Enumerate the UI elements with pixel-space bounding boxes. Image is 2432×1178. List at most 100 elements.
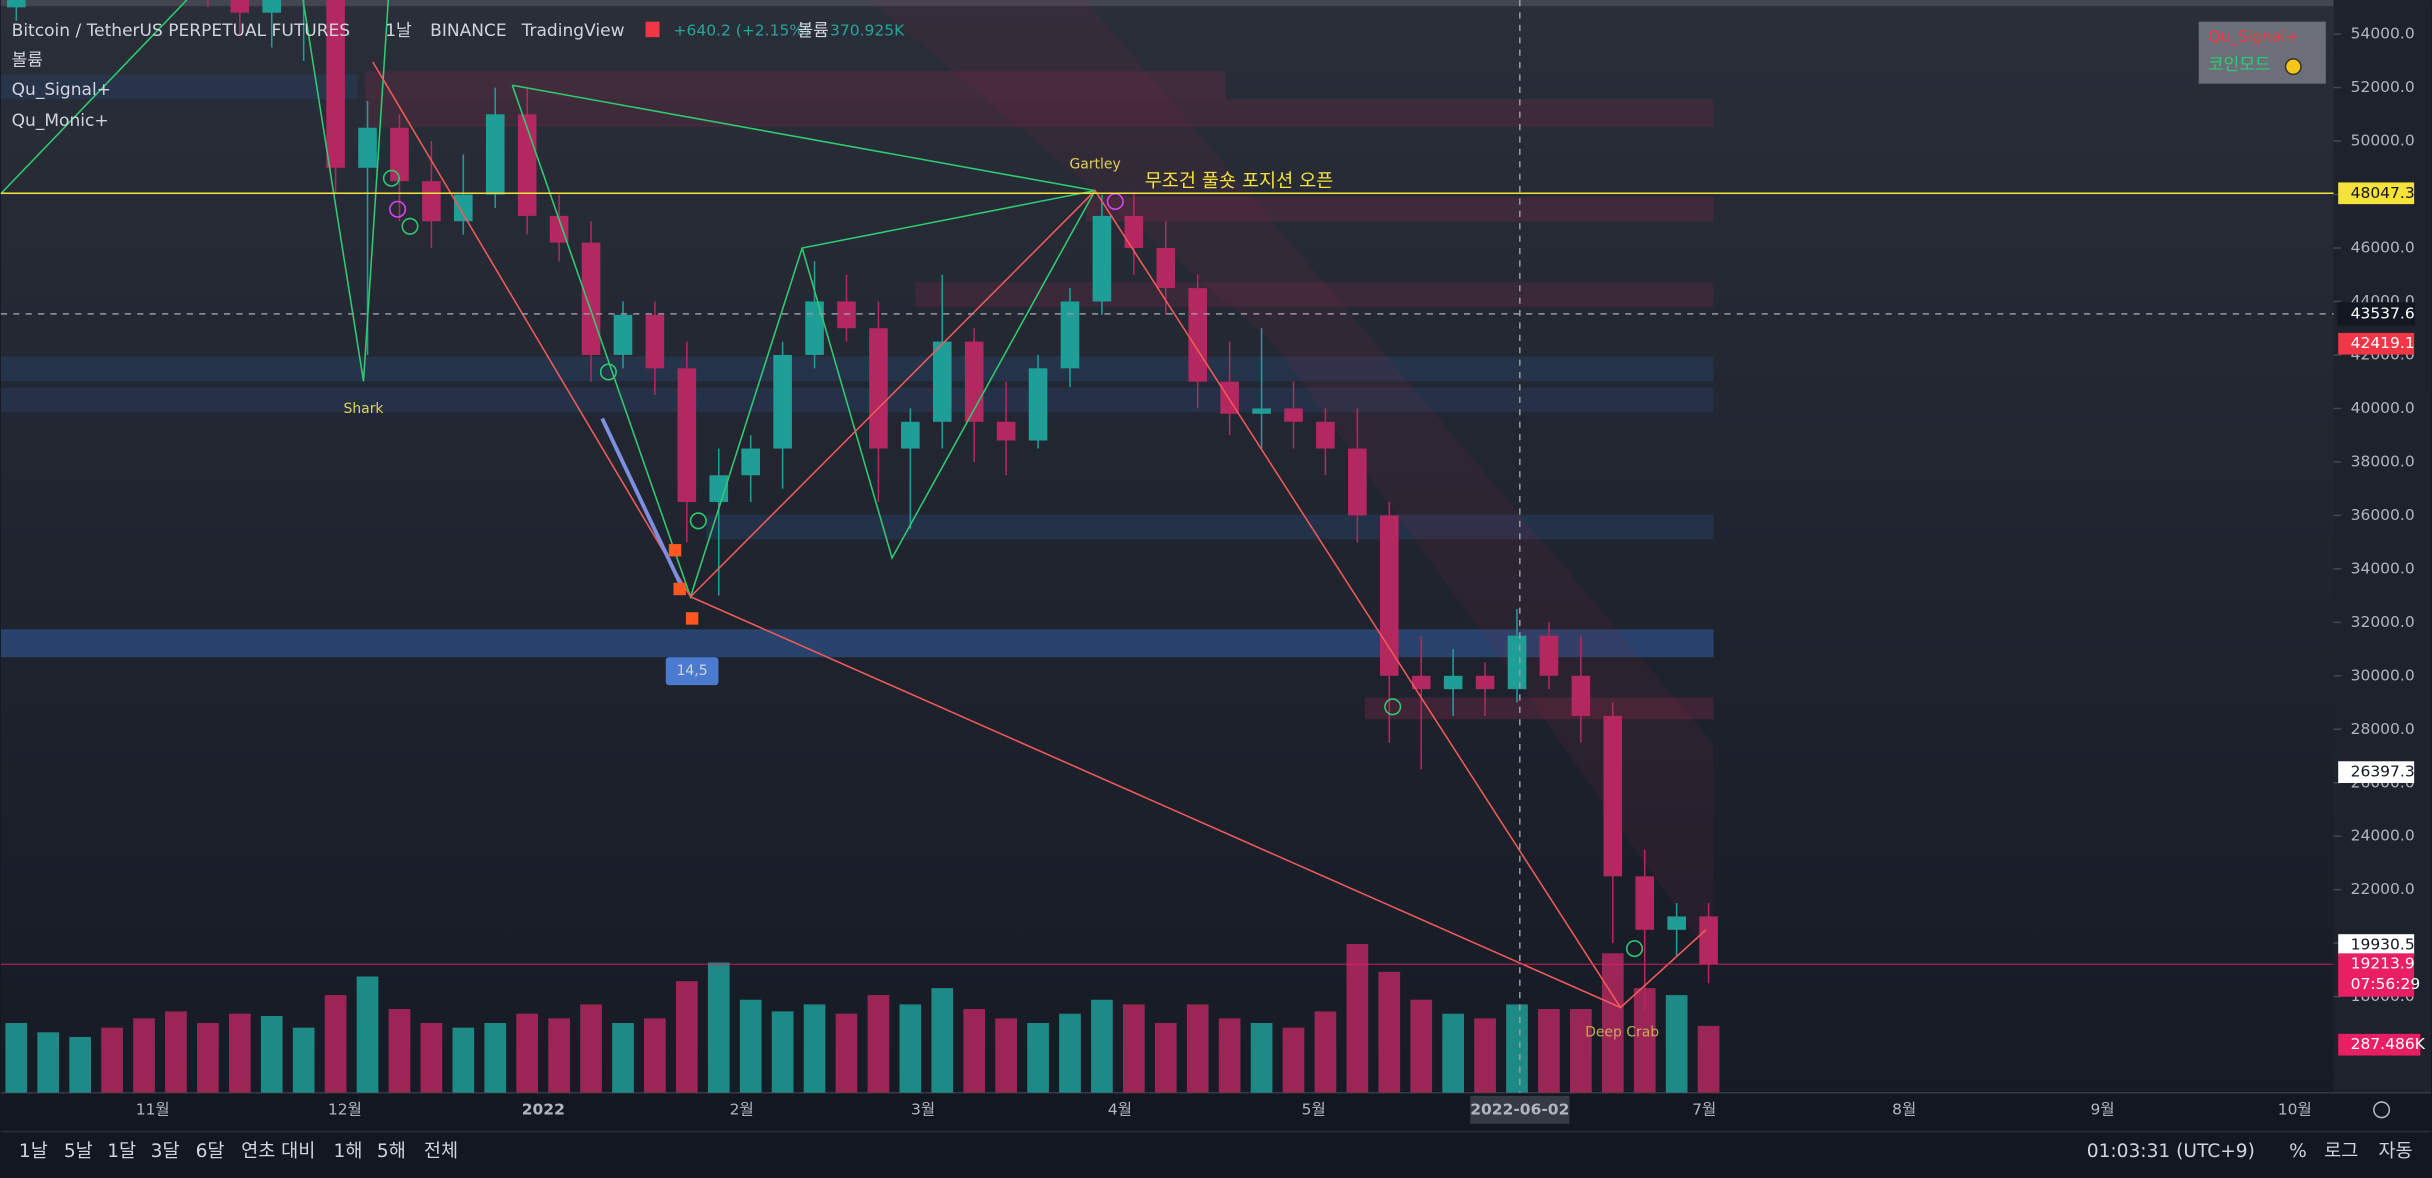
- x-tick-label: 3월: [911, 1100, 935, 1118]
- volume-bar: [963, 1009, 986, 1093]
- candle-body: [996, 421, 1016, 441]
- candle-body: [1443, 675, 1463, 690]
- candle-body: [677, 368, 697, 503]
- indicator: Qu_Signal+: [12, 80, 111, 100]
- crosshair-date-bg: [1470, 1095, 1570, 1124]
- candle-body: [837, 301, 856, 329]
- x-tick-label: 8월: [1892, 1100, 1916, 1118]
- pattern-line: [372, 61, 1707, 1009]
- percent-toggle[interactable]: %: [2289, 1141, 2307, 1162]
- range-button[interactable]: 1날: [19, 1141, 48, 1162]
- volume-bar: [1506, 1004, 1528, 1093]
- zone: [365, 99, 1714, 128]
- volume-bar: [803, 1004, 826, 1093]
- y-tick-label: 28000.0: [2351, 720, 2415, 738]
- signal: [382, 169, 400, 187]
- y-tick-label: 22000.0: [2351, 880, 2415, 898]
- range-button[interactable]: 5해: [377, 1141, 406, 1162]
- volume-bar: [1282, 1027, 1305, 1093]
- candle-body: [1348, 448, 1367, 516]
- volume-bar: [69, 1036, 92, 1093]
- candle-body: [326, 0, 345, 168]
- candle-body: [1316, 421, 1335, 449]
- volume-bar: [1633, 988, 1656, 1093]
- range-button[interactable]: 1해: [334, 1141, 363, 1162]
- patterns: [0, 0, 1707, 1093]
- candle-body: [869, 328, 888, 449]
- volume-bar: [5, 1023, 28, 1093]
- zone: [0, 629, 1714, 658]
- volume-bar: [1570, 1009, 1592, 1093]
- candle-body: [1571, 675, 1591, 716]
- range-button[interactable]: 전체: [424, 1141, 458, 1162]
- price-badge: [2338, 761, 2415, 783]
- volume-bar: [1250, 1023, 1273, 1093]
- x-tick-label: 9월: [2091, 1100, 2115, 1118]
- y-tick-label: 34000.0: [2351, 559, 2415, 577]
- marker: [668, 544, 682, 557]
- volume-bar: [292, 1027, 315, 1093]
- volume-bar: [899, 1004, 922, 1093]
- volume-bar: [356, 976, 379, 1093]
- price-badge: [2338, 182, 2415, 205]
- overlay: 18000.020000.022000.024000.026000.028000…: [0, 25, 2426, 1124]
- candle-body: [1475, 675, 1495, 690]
- zone: [0, 74, 358, 100]
- price-badge: [2338, 332, 2415, 355]
- candle-body: [262, 0, 282, 13]
- range-button[interactable]: 연초 대비: [241, 1141, 315, 1162]
- volume-bar: [707, 962, 730, 1093]
- symbol: Bitcoin / TetherUS PERPETUAL FUTURES: [12, 21, 350, 41]
- candle-body: [390, 127, 409, 182]
- range-button[interactable]: 5날: [64, 1141, 93, 1162]
- countdown: 07:56:29: [2351, 975, 2421, 993]
- volume-bar: [1059, 1013, 1081, 1093]
- y-tick-label: 40000.0: [2351, 399, 2415, 417]
- pattern-label: Shark: [343, 401, 384, 417]
- candle-body: [1124, 215, 1144, 248]
- signal: [599, 363, 617, 381]
- candle-body: [454, 194, 473, 222]
- zone: [1364, 697, 1714, 720]
- volume-bar: [228, 1013, 251, 1093]
- volume-bar: [1123, 1004, 1145, 1093]
- volume-bar: [37, 1032, 60, 1093]
- candle-body: [805, 301, 824, 355]
- mode-dot: [2284, 58, 2302, 76]
- y-tick-label: 54000.0: [2351, 25, 2415, 43]
- settings-icon[interactable]: [2373, 1101, 2391, 1119]
- pattern-label: Gartley: [1069, 156, 1120, 172]
- zone: [706, 514, 1714, 540]
- signal: [1384, 698, 1402, 716]
- volume-bar: [675, 981, 698, 1093]
- volume-bar: [1442, 1013, 1464, 1093]
- signal: [389, 200, 407, 218]
- footer-bg: [0, 1092, 2432, 1178]
- source: TradingView: [521, 21, 625, 41]
- volume-bar: [580, 1004, 602, 1093]
- range-button[interactable]: 3달: [151, 1141, 180, 1162]
- band: [589, 0, 1714, 961]
- volume-bar: [260, 1016, 283, 1093]
- range-button[interactable]: 6달: [196, 1141, 225, 1162]
- auto-toggle[interactable]: 자동: [2378, 1141, 2412, 1162]
- x-tick-label: 2022: [522, 1100, 565, 1118]
- volume-bar: [133, 1018, 155, 1093]
- marker: [685, 612, 699, 625]
- volume-bar: [835, 1013, 858, 1093]
- log-toggle[interactable]: 로그: [2324, 1141, 2358, 1162]
- x-tick-label: 2022-06-02: [1470, 1100, 1569, 1118]
- annotation-note: 무조건 풀숏 포지션 오픈: [1145, 171, 1334, 192]
- candle-body: [901, 421, 920, 449]
- range-button[interactable]: 1달: [107, 1141, 136, 1162]
- count-label: 14,5: [677, 663, 708, 679]
- indicator: 볼륨: [12, 50, 43, 70]
- candle-body: [932, 341, 952, 422]
- volume-bar: [1091, 999, 1113, 1093]
- volume-bar: [612, 1023, 634, 1093]
- candle-body: [1379, 515, 1399, 676]
- signal: [401, 217, 419, 235]
- volume-bar: [1314, 1011, 1337, 1093]
